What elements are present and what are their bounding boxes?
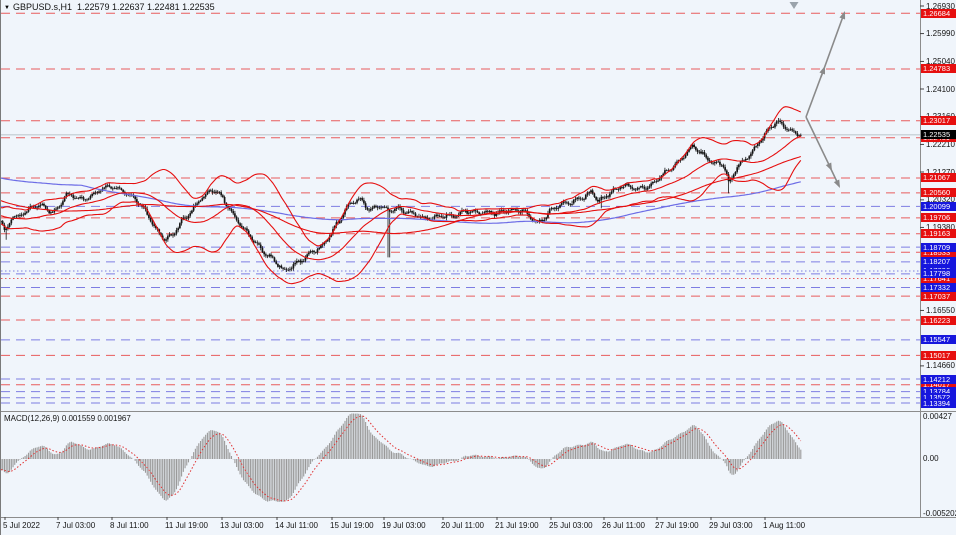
time-axis-label: 13 Jul 03:00 <box>220 521 264 530</box>
macd-indicator-label: MACD(12,26,9) 0.001559 0.001967 <box>4 414 131 423</box>
macd-name: MACD(12,26,9) <box>4 414 60 423</box>
time-axis-label: 14 Jul 11:00 <box>275 521 318 530</box>
chart-shift-icon <box>789 2 799 9</box>
level-price-label: 1.18709 <box>921 242 956 252</box>
time-axis-label: 26 Jul 11:00 <box>602 521 645 530</box>
chart-symbol-period: GBPUSD.s,H1 <box>12 2 72 12</box>
time-axis-label: 11 Jul 19:00 <box>165 521 208 530</box>
level-price-label: 1.18533 <box>921 247 956 257</box>
macd-value-signal: 0.001967 <box>97 414 131 423</box>
time-axis-label: 7 Jul 03:00 <box>56 521 96 530</box>
bollinger-mid-line <box>1 135 802 261</box>
price-tick-label: 1.20320 <box>926 195 955 205</box>
price-tick-label: 1.25990 <box>926 29 955 39</box>
trend-arrow-line[interactable] <box>805 116 832 170</box>
level-price-label: 1.26684 <box>921 8 956 18</box>
level-price-label: 1.17798 <box>921 269 956 279</box>
level-price-label: 1.13394 <box>921 398 956 408</box>
level-price-label: 1.16223 <box>921 315 956 325</box>
trend-arrow-head <box>833 179 840 188</box>
level-price-label: 1.15017 <box>921 350 956 360</box>
level-price-label: 1.24783 <box>921 64 956 74</box>
level-price-label: 1.15547 <box>921 335 956 345</box>
level-price-label: 1.17037 <box>921 291 956 301</box>
time-axis-label: 20 Jul 11:00 <box>441 521 484 530</box>
level-price-label: 1.14212 <box>921 374 956 384</box>
price-tick-label: 1.14660 <box>926 361 955 371</box>
price-tick-label: 1.21270 <box>926 167 955 177</box>
time-axis-label: 29 Jul 03:00 <box>709 521 753 530</box>
time-axis-label: 5 Jul 2022 <box>3 521 40 530</box>
level-price-label: 1.14017 <box>921 380 956 390</box>
price-tick-label: 1.19380 <box>926 222 955 232</box>
chart-ohlc-values: 1.22579 1.22637 1.22481 1.22535 <box>76 2 215 12</box>
price-tick-label: 1.26930 <box>926 1 955 11</box>
chart-title: ▼ GBPUSD.s,H1 1.22579 1.22637 1.22481 1.2… <box>4 2 215 12</box>
time-axis-label: 1 Aug 11:00 <box>763 521 806 530</box>
chart-dropdown-icon[interactable]: ▼ <box>4 5 10 11</box>
current-price-label: 1.22535 <box>921 129 956 139</box>
ma-blue-line <box>1 177 801 224</box>
macd-histogram <box>1 413 802 502</box>
level-price-label: 1.21067 <box>921 173 956 183</box>
level-price-label: 1.19163 <box>921 229 956 239</box>
bollinger-lower-line <box>1 159 802 285</box>
macd-scale-label: 0.00427 <box>923 412 952 421</box>
trend-arrow-head <box>839 11 846 20</box>
level-price-label: 1.13572 <box>921 393 956 403</box>
time-axis-label: 21 Jul 19:00 <box>495 521 539 530</box>
macd-scale-label: -0.005202 <box>923 509 956 518</box>
time-axis-label: 8 Jul 11:00 <box>110 521 149 530</box>
price-tick-label: 1.16550 <box>926 305 955 315</box>
time-axis-label: 15 Jul 19:00 <box>330 521 374 530</box>
level-price-label: 1.18207 <box>921 257 956 267</box>
level-price-label: 1.17332 <box>921 283 956 292</box>
time-axis-label: 27 Jul 19:00 <box>655 521 699 530</box>
macd-signal-line <box>1 415 802 502</box>
level-price-label: 1.19706 <box>921 213 956 223</box>
level-price-label: 1.20560 <box>921 188 956 198</box>
time-axis-label: 25 Jul 03:00 <box>549 521 593 530</box>
time-axis-label: 19 Jul 03:00 <box>382 521 426 530</box>
macd-value-main: 0.001559 <box>61 414 96 423</box>
price-tick-label: 1.22210 <box>926 139 955 149</box>
level-price-label: 1.20099 <box>921 201 956 211</box>
level-price-label: 1.13784 <box>921 387 956 397</box>
ma-red-slow-line <box>1 155 801 235</box>
level-price-label: 1.23017 <box>921 116 956 126</box>
price-tick-label: 1.24100 <box>926 84 955 94</box>
macd-scale-label: 0.00 <box>923 454 939 463</box>
trend-arrow-line[interactable] <box>820 12 846 78</box>
price-tick-label: 1.25040 <box>926 56 955 66</box>
bollinger-upper-line <box>1 106 802 247</box>
level-price-label: 1.17641 <box>921 273 956 283</box>
